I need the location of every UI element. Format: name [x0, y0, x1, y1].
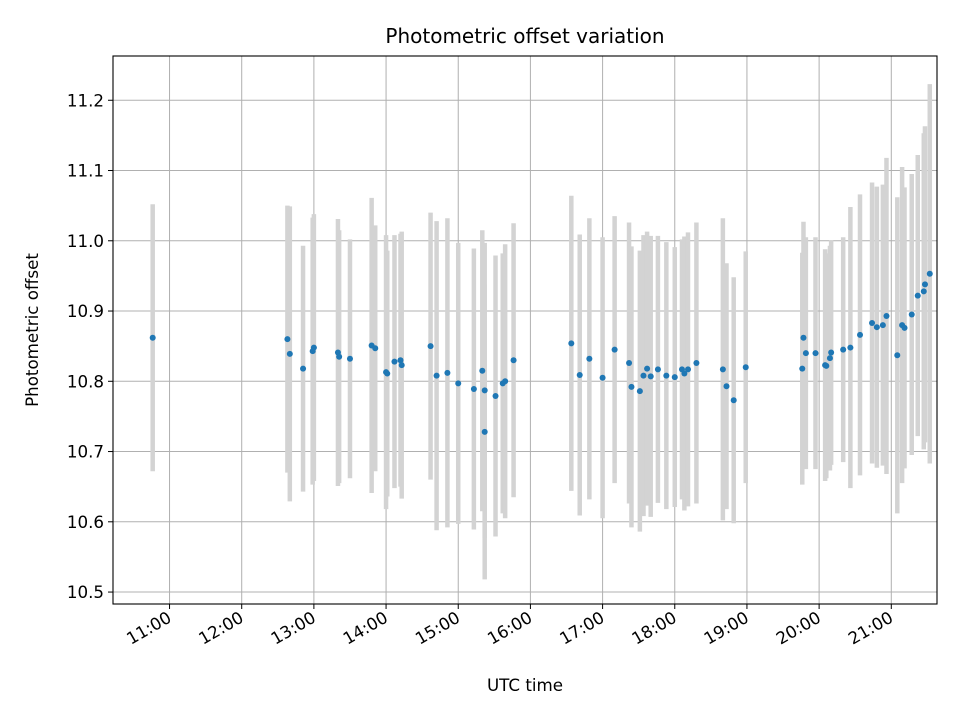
y-tick-label: 11.1: [67, 161, 104, 181]
data-point: [826, 355, 833, 362]
data-point: [654, 366, 661, 373]
data-point: [372, 345, 379, 352]
data-point: [857, 331, 864, 338]
data-point: [427, 343, 434, 350]
data-point: [398, 362, 405, 369]
data-point: [640, 372, 647, 379]
data-points: [149, 270, 933, 435]
data-point: [568, 340, 575, 347]
data-point: [397, 357, 404, 364]
chart-title: Photometric offset variation: [385, 24, 664, 48]
y-tick-label: 11.0: [67, 231, 104, 251]
data-point: [799, 365, 806, 372]
data-point: [284, 336, 291, 343]
data-point: [693, 360, 700, 367]
data-point: [926, 270, 933, 277]
data-point: [611, 346, 618, 353]
data-point: [828, 349, 835, 356]
data-point: [742, 364, 749, 371]
data-point: [455, 380, 462, 387]
data-point: [719, 366, 726, 373]
data-point: [510, 357, 517, 364]
data-point: [684, 366, 691, 373]
data-point: [914, 292, 921, 299]
data-point: [879, 322, 886, 329]
data-point: [636, 388, 643, 395]
data-point: [481, 428, 488, 435]
data-point: [586, 355, 593, 362]
data-point: [310, 344, 317, 351]
y-axis-label: Photometric offset: [22, 253, 42, 407]
data-point: [921, 281, 928, 288]
y-tick-label: 10.5: [67, 582, 104, 602]
data-point: [920, 288, 927, 295]
y-axis-ticks: 10.5 10.6 10.7 10.8 10.9 11.0 11.1 11.2: [67, 90, 113, 602]
data-point: [628, 383, 635, 390]
y-tick-label: 10.7: [67, 442, 104, 462]
data-point: [599, 374, 606, 381]
data-point: [444, 369, 451, 376]
data-point: [908, 311, 915, 318]
data-point: [576, 371, 583, 378]
data-point: [391, 358, 398, 365]
data-point: [847, 344, 854, 351]
data-point: [802, 350, 809, 357]
data-point: [894, 352, 901, 359]
data-point: [626, 360, 633, 367]
data-point: [384, 370, 391, 377]
plot-frame: [112, 55, 938, 605]
data-point: [883, 312, 890, 319]
data-point: [681, 370, 688, 377]
y-tick-label: 10.9: [67, 301, 104, 321]
data-point: [812, 350, 819, 357]
data-point: [840, 346, 847, 353]
data-point: [470, 386, 477, 393]
data-point: [671, 374, 678, 381]
y-tick-label: 10.6: [67, 512, 104, 532]
data-point: [481, 387, 488, 394]
data-point: [869, 319, 876, 326]
data-point: [492, 393, 499, 400]
y-tick-label: 10.8: [67, 371, 104, 391]
data-point: [433, 372, 440, 379]
data-point: [336, 353, 343, 360]
x-axis-label: UTC time: [487, 675, 563, 695]
data-point: [730, 397, 737, 404]
data-point: [800, 334, 807, 341]
data-point: [300, 365, 307, 372]
data-point: [663, 372, 670, 379]
data-point: [346, 355, 353, 362]
data-point: [149, 334, 156, 341]
data-point: [502, 378, 509, 385]
data-point: [873, 324, 880, 331]
data-point: [901, 324, 908, 331]
data-point: [286, 350, 293, 357]
data-point: [723, 383, 730, 390]
data-point: [644, 365, 651, 372]
grid: [113, 56, 937, 604]
data-point: [647, 373, 654, 380]
y-tick-label: 11.2: [67, 90, 104, 110]
data-point: [823, 362, 830, 369]
data-point: [479, 367, 486, 374]
